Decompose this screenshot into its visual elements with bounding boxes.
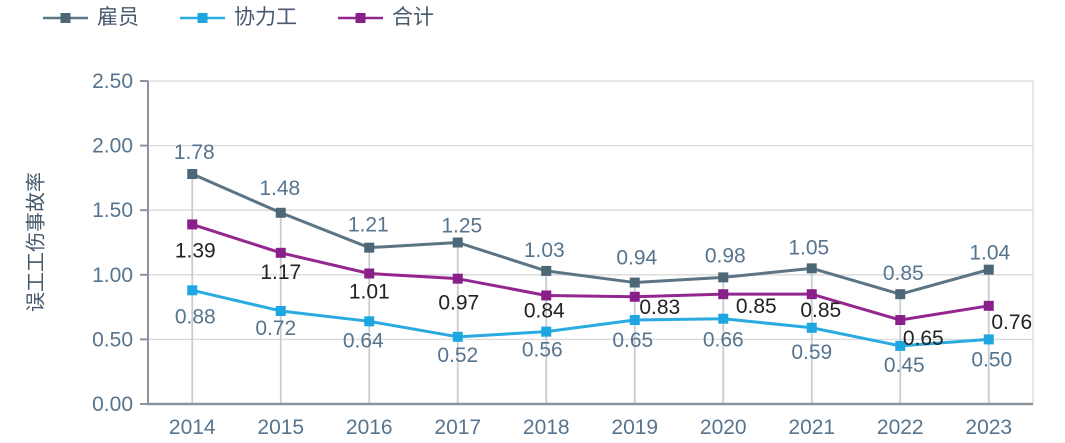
series-total-data-label: 1.01 xyxy=(349,281,390,304)
legend-label-total: 合计 xyxy=(392,6,434,29)
y-tick-label: 2.00 xyxy=(92,135,133,158)
series-employees-data-label: 1.78 xyxy=(174,141,215,164)
series-contractors-marker xyxy=(629,315,640,326)
series-total-marker xyxy=(629,291,640,302)
series-employees-data-label: 0.98 xyxy=(705,244,746,267)
legend-item-contractors: 协力工 xyxy=(180,4,297,32)
series-contractors-data-label: 0.45 xyxy=(884,354,925,377)
series-contractors-data-label: 0.56 xyxy=(522,339,563,362)
series-contractors-line xyxy=(191,288,989,348)
series-employees-data-label: 1.48 xyxy=(259,177,300,200)
series-total-data-label: 1.39 xyxy=(175,239,216,262)
series-total-marker xyxy=(275,247,286,258)
y-tick-label: 0.50 xyxy=(92,328,133,351)
series-total-data-label: 0.85 xyxy=(736,295,777,318)
x-tick-label: 2021 xyxy=(788,416,835,439)
series-total-marker xyxy=(187,219,198,230)
series-contractors-data-label: 0.59 xyxy=(791,341,832,364)
legend-marker-total xyxy=(338,13,383,23)
series-total-data-label: 0.83 xyxy=(639,296,680,319)
legend-label-contractors: 协力工 xyxy=(234,6,297,29)
series-contractors-marker xyxy=(187,285,198,296)
x-tick-label: 2016 xyxy=(346,416,393,439)
legend: 雇员 协力工 合计 xyxy=(43,4,434,32)
series-employees-data-label: 1.05 xyxy=(788,236,829,259)
series-contractors-marker xyxy=(806,322,817,333)
x-tick-label: 2019 xyxy=(611,416,658,439)
series-contractors-marker xyxy=(895,340,906,351)
series-contractors-marker xyxy=(718,313,729,324)
series-total-marker xyxy=(718,289,729,300)
series-total-data-label: 0.65 xyxy=(903,327,944,350)
series-contractors-marker xyxy=(275,305,286,316)
series-contractors-data-label: 0.52 xyxy=(437,344,478,367)
series-employees-marker xyxy=(541,265,552,276)
y-tick-label: 1.00 xyxy=(92,264,133,287)
x-tick-label: 2014 xyxy=(169,416,216,439)
series-employees-data-label: 0.94 xyxy=(616,247,657,270)
series-contractors-data-label: 0.88 xyxy=(175,305,216,328)
series-employees-marker xyxy=(983,264,994,275)
series-employees-line xyxy=(191,172,990,296)
series-contractors-marker xyxy=(983,334,994,345)
series-total-marker xyxy=(541,290,552,301)
x-tick-label: 2018 xyxy=(523,416,570,439)
series-employees-data-label: 1.21 xyxy=(348,214,389,237)
series-employees-marker xyxy=(629,277,640,288)
series-contractors-data-label: 0.64 xyxy=(343,329,384,352)
y-tick-label: 0.00 xyxy=(92,393,133,416)
series-total-marker xyxy=(452,273,463,284)
x-tick-label: 2020 xyxy=(700,416,747,439)
series-contractors-data-label: 0.72 xyxy=(255,317,296,340)
series-employees-marker xyxy=(452,237,463,248)
series-contractors-marker xyxy=(364,316,375,327)
series-total-marker xyxy=(364,268,375,279)
series-employees-marker xyxy=(275,207,286,218)
series-employees-data-label: 1.04 xyxy=(969,242,1010,265)
legend-item-employees: 雇员 xyxy=(43,4,139,32)
y-tick-label: 2.50 xyxy=(92,70,133,93)
series-employees-marker xyxy=(718,272,729,283)
series-employees-marker xyxy=(895,289,906,300)
series-employees-marker xyxy=(364,242,375,253)
series-employees-marker xyxy=(187,169,198,180)
legend-marker-employees xyxy=(43,13,88,23)
x-tick-label: 2015 xyxy=(257,416,304,439)
series-contractors-marker xyxy=(541,326,552,337)
legend-item-total: 合计 xyxy=(338,4,434,32)
series-contractors-data-label: 0.50 xyxy=(971,348,1012,371)
y-axis-title: 误工工伤事故率 xyxy=(25,172,48,312)
legend-label-employees: 雇员 xyxy=(97,6,139,29)
x-tick-label: 2022 xyxy=(877,416,924,439)
series-employees-marker xyxy=(806,263,817,274)
legend-marker-contractors xyxy=(180,13,225,23)
series-contractors-data-label: 0.65 xyxy=(612,329,653,352)
series-employees-data-label: 1.03 xyxy=(524,239,565,262)
series-contractors-marker xyxy=(452,331,463,342)
x-tick-label: 2023 xyxy=(965,416,1012,439)
series-total-marker xyxy=(895,315,906,326)
series-total-marker xyxy=(806,289,817,300)
series-total-data-label: 0.76 xyxy=(991,311,1032,334)
series-employees-data-label: 1.25 xyxy=(441,215,482,238)
series-total-data-label: 0.84 xyxy=(524,299,565,322)
series-total-line xyxy=(191,222,989,322)
x-tick-label: 2017 xyxy=(434,416,481,439)
series-total-data-label: 0.97 xyxy=(438,292,479,315)
series-total-data-label: 0.85 xyxy=(800,299,841,322)
series-total-data-label: 1.17 xyxy=(260,261,301,284)
series-contractors-data-label: 0.66 xyxy=(703,329,744,352)
series-employees-data-label: 0.85 xyxy=(883,262,924,285)
series-total-marker xyxy=(983,300,994,311)
y-tick-label: 1.50 xyxy=(92,199,133,222)
